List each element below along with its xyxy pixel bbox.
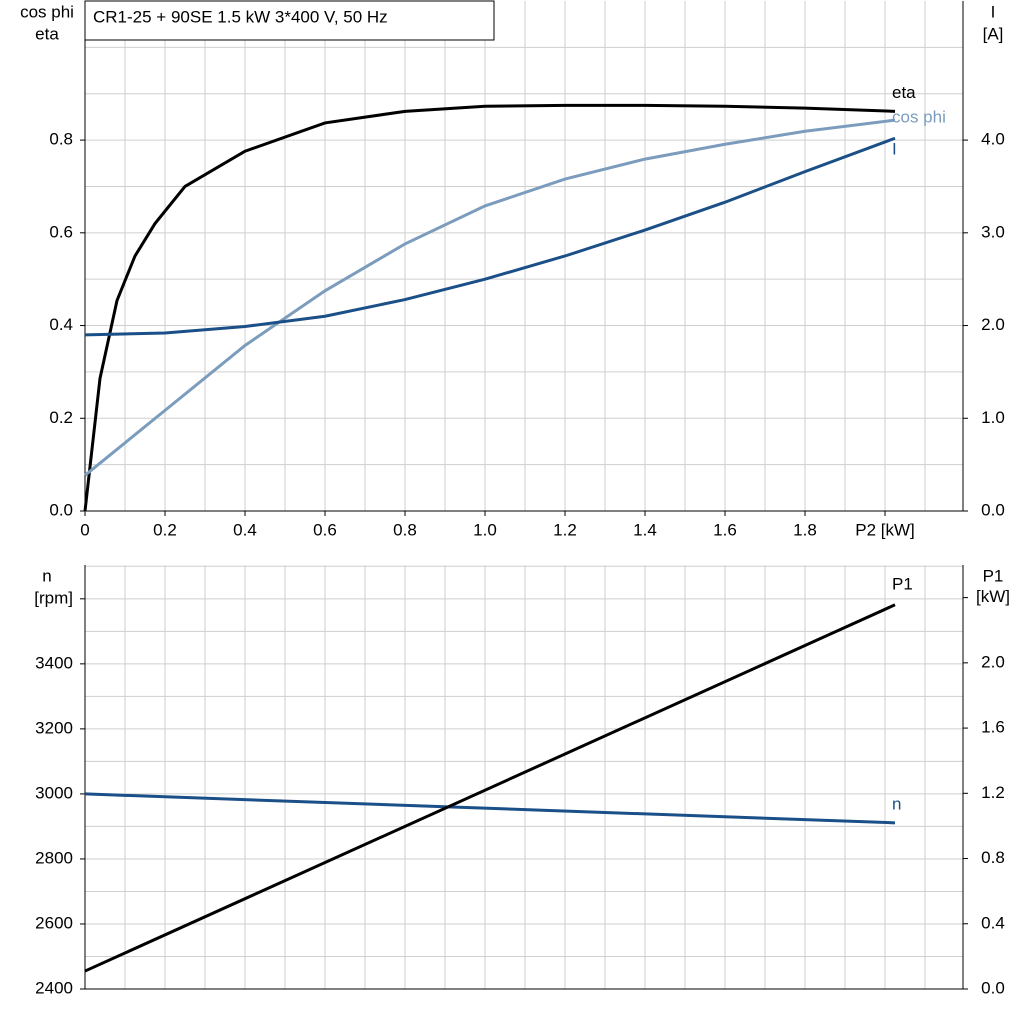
y2-axis-label: I [991, 2, 996, 21]
series-line [84, 118, 896, 477]
y-tick-label: 0.0 [49, 500, 73, 519]
y2-tick-label: 0.4 [981, 913, 1005, 932]
y-axis-label: n [42, 566, 51, 585]
y-tick-label: 0.2 [49, 408, 73, 427]
y-axis-label: cos phi [20, 2, 74, 21]
x-tick-label: 1.4 [633, 520, 657, 539]
x-tick-label: 1.2 [553, 520, 577, 539]
y-tick-label: 2800 [35, 848, 73, 867]
series-layer [83, 103, 896, 973]
text-layer: 0 0.2 0.4 0.6 0.8 1.0 1.2 1.4 1.6 1.8 P2 [kW] 0.0 0.… [20, 2, 1010, 997]
y2-tick-label: 2.0 [981, 652, 1005, 671]
x-tick-label: 0.4 [233, 520, 257, 539]
series-label: n [892, 794, 901, 813]
x-tick-label: 1.0 [473, 520, 497, 539]
series-label: eta [892, 83, 916, 102]
y2-tick-label: 2.0 [981, 315, 1005, 334]
x-tick-label: 0.2 [153, 520, 177, 539]
y2-tick-label: 1.0 [981, 408, 1005, 427]
y2-tick-label: 0.8 [981, 848, 1005, 867]
y2-tick-label: 4.0 [981, 130, 1005, 149]
y2-tick-label: [kW] [976, 587, 1010, 606]
y-tick-label: 0.6 [49, 222, 73, 241]
y2-tick-label: 0.0 [981, 978, 1005, 997]
y-tick-label: 0.4 [49, 315, 73, 334]
y2-axis-label: P1 [983, 566, 1004, 585]
x-tick-label: P2 [kW] [855, 520, 915, 539]
chart-title: CR1-25 + 90SE 1.5 kW 3*400 V, 50 Hz [93, 7, 388, 26]
y2-tick-label: 1.6 [981, 718, 1005, 737]
y-tick-label: 2600 [35, 913, 73, 932]
x-tick-label: 1.6 [713, 520, 737, 539]
x-tick-label: 0.6 [313, 520, 337, 539]
y-tick-label: 3000 [35, 783, 73, 802]
series-line [84, 792, 896, 825]
y-tick-label: [rpm] [34, 588, 73, 607]
y-tick-label: 3200 [35, 718, 73, 737]
axis-layer [80, 1, 968, 990]
y2-tick-label: 1.2 [981, 783, 1005, 802]
y-axis-label: eta [35, 24, 59, 43]
series-line [83, 103, 896, 512]
x-tick-label: 0.8 [393, 520, 417, 539]
y2-axis-label: [A] [983, 24, 1004, 43]
y2-tick-label: 3.0 [981, 222, 1005, 241]
series-label: I [892, 140, 897, 159]
x-tick-label: 0 [80, 520, 89, 539]
x-tick-label: 1.8 [793, 520, 817, 539]
y-tick-label: 3400 [35, 653, 73, 672]
y-tick-label: 2400 [35, 978, 73, 997]
series-label: cos phi [892, 108, 946, 127]
series-line [84, 603, 896, 973]
y-tick-label: 0.8 [49, 130, 73, 149]
series-label: P1 [892, 574, 913, 593]
series-line [84, 136, 896, 337]
layers: 0 0.2 0.4 0.6 0.8 1.0 1.2 1.4 1.6 1.8 P2 [kW] 0.0 0.… [20, 1, 1010, 997]
y2-tick-label: 0.0 [981, 500, 1005, 519]
grid-layer [84, 1, 963, 990]
title-box [84, 0, 495, 41]
